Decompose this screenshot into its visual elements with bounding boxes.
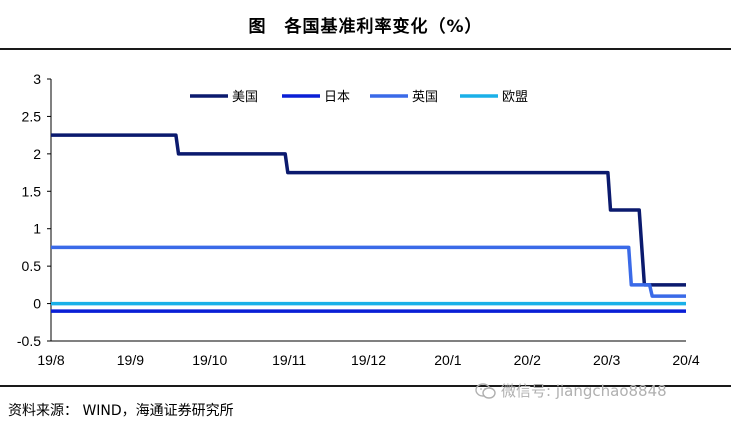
chart-legend: 美国 日本 英国 欧盟 <box>190 90 528 105</box>
source-note: 资料来源： WIND，海通证券研究所 <box>8 403 234 419</box>
x-tick-label: 20/4 <box>672 352 699 368</box>
legend-label-2: 英国 <box>412 90 438 105</box>
y-tick-label: 1.5 <box>22 183 42 199</box>
legend-label-0: 美国 <box>232 90 258 105</box>
y-tick-label: 2 <box>33 146 41 162</box>
series-line-2 <box>51 245 686 298</box>
x-tick-label: 19/11 <box>272 352 306 368</box>
legend-label-1: 日本 <box>324 90 350 105</box>
x-tick-label: 20/1 <box>434 352 461 368</box>
x-tick-label: 19/8 <box>37 352 64 368</box>
y-tick-label: 3 <box>33 71 41 87</box>
y-tick-label: 0 <box>33 296 41 312</box>
x-tick-label: 19/10 <box>192 352 227 368</box>
x-tick-label: 19/12 <box>351 352 386 368</box>
x-tick-label: 20/2 <box>514 352 541 368</box>
watermark-text: 微信号: jiangchao8848 <box>501 382 667 400</box>
series-lines <box>51 133 686 313</box>
y-tick-label: 2.5 <box>22 108 42 124</box>
wechat-watermark: 微信号: jiangchao8848 <box>475 380 667 401</box>
x-tick-label: 20/3 <box>593 352 620 368</box>
y-axis-ticks: 3 2.5 2 1.5 1 0.5 0 -0.5 <box>17 71 51 349</box>
series-line-0 <box>51 133 686 287</box>
chart-title: 图 各国基准利率变化（%） <box>248 17 483 37</box>
wechat-icon <box>475 382 496 399</box>
x-axis-ticks: 19/8 19/9 19/10 19/11 19/12 20/1 20/2 20/3 20/4 <box>37 352 699 368</box>
y-tick-label: 0.5 <box>22 258 42 274</box>
y-tick-label: 1 <box>33 221 41 237</box>
x-tick-label: 19/9 <box>117 352 144 368</box>
y-tick-label: -0.5 <box>17 333 41 349</box>
title-divider <box>0 48 731 50</box>
footer-divider <box>0 385 731 387</box>
legend-label-3: 欧盟 <box>502 90 528 105</box>
chart-axes <box>50 79 686 342</box>
